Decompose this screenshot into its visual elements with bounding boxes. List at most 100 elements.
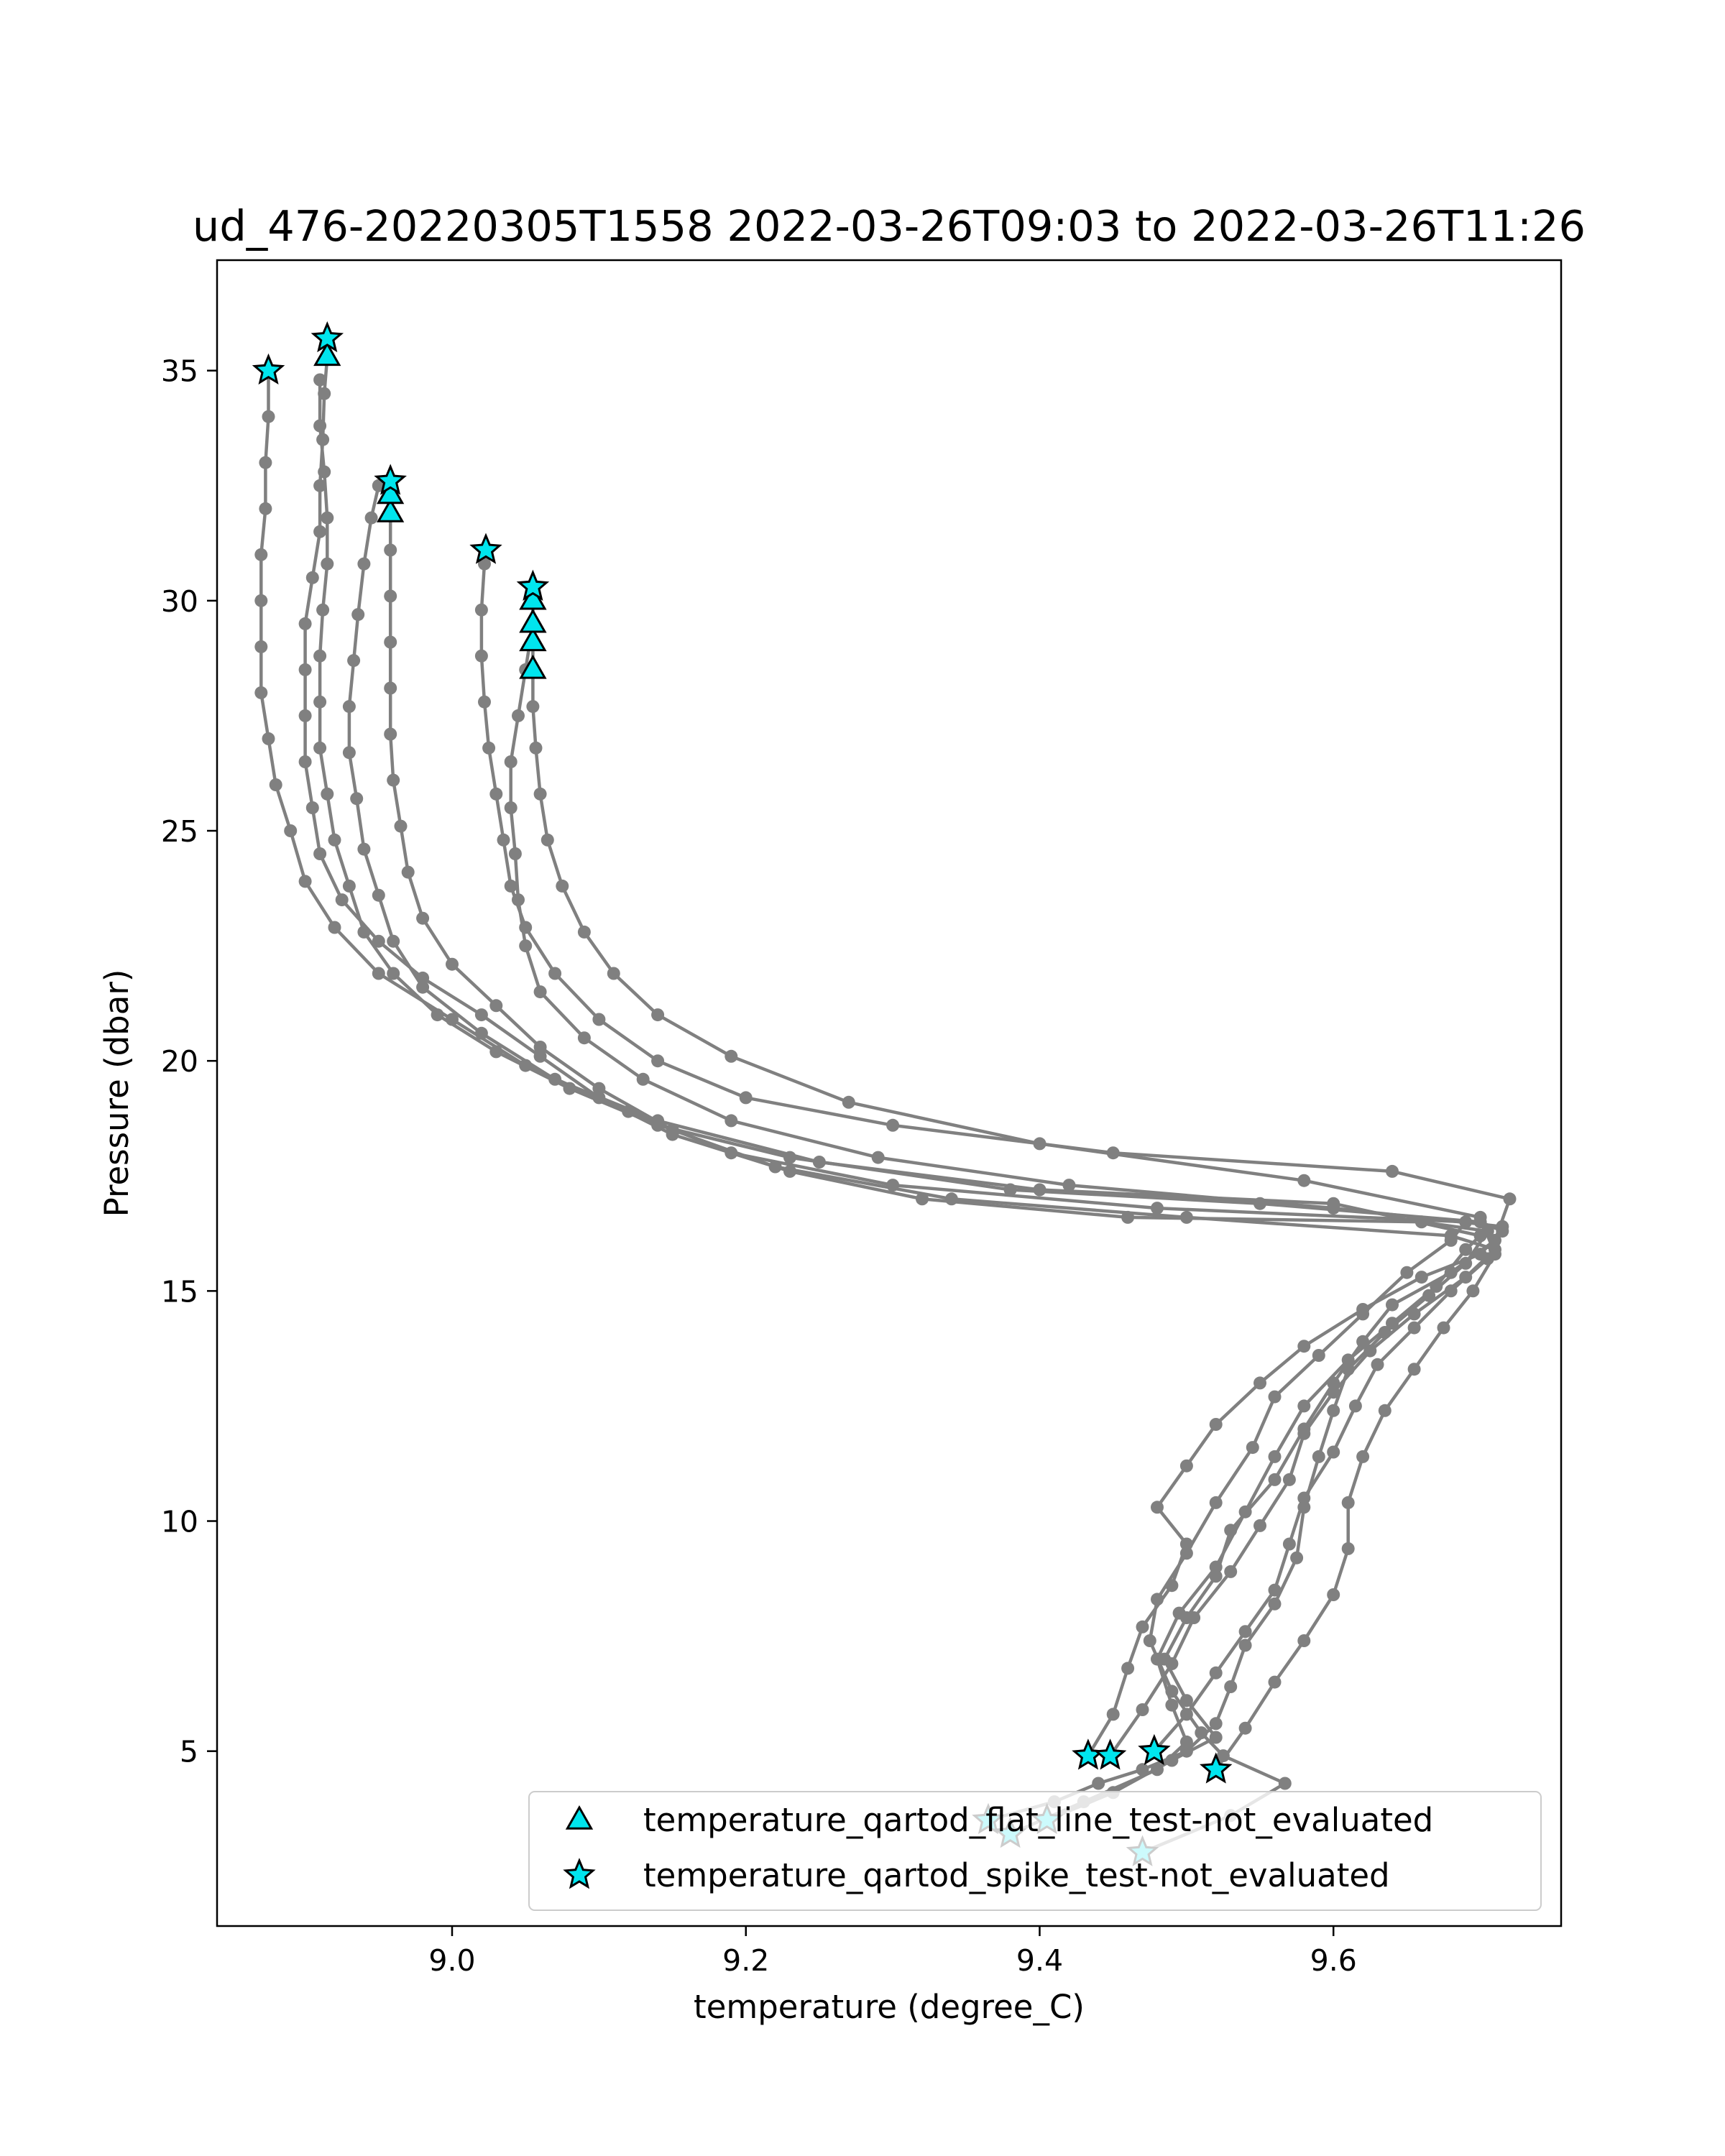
spike-not-evaluated-marker	[516, 569, 550, 601]
data-point	[1297, 1427, 1311, 1440]
data-point	[474, 1008, 488, 1022]
data-point	[592, 1082, 606, 1095]
data-point	[1327, 1386, 1340, 1399]
data-point	[328, 833, 341, 847]
data-point	[1327, 1404, 1340, 1417]
data-point	[1268, 1675, 1282, 1689]
y-tick-label: 35	[161, 354, 198, 389]
profile-line-4	[479, 550, 1512, 1822]
data-point	[1209, 1666, 1223, 1680]
data-point	[1254, 1519, 1266, 1532]
data-point	[1151, 1202, 1164, 1215]
data-point	[321, 511, 334, 525]
data-point	[394, 819, 408, 833]
data-point	[1348, 1399, 1362, 1413]
data-point	[1224, 1524, 1238, 1537]
data-point	[372, 888, 385, 902]
data-point	[1444, 1229, 1458, 1243]
data-point	[298, 875, 312, 888]
data-point	[1444, 1266, 1458, 1279]
data-point	[1363, 1344, 1377, 1358]
legend-triangle-marker	[565, 1805, 594, 1830]
data-point	[1422, 1289, 1436, 1302]
data-point	[1151, 1501, 1164, 1514]
chart-title: ud_476-20220305T1558 2022-03-26T09:03 to…	[193, 201, 1586, 251]
y-tick-label: 10	[161, 1505, 198, 1539]
data-point	[739, 1091, 753, 1105]
data-point	[1297, 1399, 1311, 1413]
data-point	[474, 1026, 488, 1040]
data-point	[254, 548, 268, 561]
flat-line-not-evaluated-marker	[519, 608, 547, 633]
legend-box	[528, 1791, 1542, 1911]
data-point	[1407, 1321, 1421, 1335]
data-point	[318, 465, 331, 479]
data-point	[478, 695, 491, 709]
data-point	[508, 847, 522, 860]
data-point	[768, 1160, 782, 1174]
data-point	[384, 589, 397, 603]
data-point	[1224, 1680, 1238, 1693]
spike-not-evaluated-marker	[374, 464, 407, 495]
data-point	[1209, 1418, 1223, 1431]
data-point	[1327, 1588, 1340, 1601]
data-point	[1165, 1754, 1179, 1767]
data-point	[533, 1041, 547, 1054]
data-point	[1179, 1735, 1193, 1749]
flat-line-not-evaluated-marker	[377, 498, 405, 522]
data-point	[651, 1054, 665, 1068]
data-point	[504, 801, 518, 814]
data-point	[316, 603, 330, 617]
legend-star-marker	[563, 1858, 596, 1889]
data-point	[1356, 1303, 1370, 1316]
y-tick-label: 25	[161, 814, 198, 849]
data-point	[1489, 1248, 1501, 1261]
data-point	[1179, 1210, 1193, 1224]
data-point	[497, 833, 510, 847]
data-point	[556, 879, 569, 893]
flat-line-not-evaluated-marker	[313, 341, 341, 367]
data-point	[1268, 1450, 1282, 1463]
data-point	[1327, 1445, 1340, 1459]
data-point	[1297, 1174, 1311, 1187]
data-point	[259, 456, 272, 469]
data-point	[651, 1008, 665, 1022]
data-point	[1407, 1363, 1421, 1376]
data-point	[886, 1118, 900, 1132]
data-point	[1378, 1404, 1392, 1417]
data-point	[313, 419, 327, 433]
data-point	[305, 801, 319, 814]
data-point	[529, 741, 543, 755]
data-point	[357, 842, 371, 856]
x-tick-label: 9.2	[722, 1943, 769, 1978]
data-point	[446, 957, 459, 971]
data-point	[364, 511, 378, 525]
legend-star-shape	[563, 1858, 596, 1889]
data-point	[1224, 1565, 1238, 1578]
data-point	[254, 686, 268, 699]
spike-not-evaluated-marker	[310, 321, 344, 353]
spike-not-evaluated-marker	[1138, 1733, 1171, 1766]
x-axis-label: temperature (degree_C)	[694, 1988, 1085, 2026]
data-point	[347, 654, 361, 668]
x-tick-label: 9.4	[1016, 1943, 1063, 1978]
profile-line-7	[509, 591, 1504, 1753]
data-point	[1179, 1459, 1193, 1473]
data-point	[482, 741, 496, 755]
data-point	[384, 727, 397, 741]
data-point	[262, 410, 275, 423]
x-tick-label: 9.6	[1310, 1943, 1357, 1978]
data-point	[1297, 1491, 1311, 1505]
data-point	[357, 557, 371, 571]
y-axis-ticks: 5 10 15 20 25 30 35	[161, 354, 217, 1769]
x-tick-label: 9.0	[428, 1943, 475, 1978]
data-point	[512, 893, 525, 907]
data-point	[1209, 1731, 1223, 1744]
data-point	[1268, 1583, 1282, 1597]
data-point	[1341, 1496, 1355, 1509]
y-axis-label: Pressure (dbar)	[98, 969, 136, 1217]
data-point	[1165, 1657, 1179, 1670]
data-point	[351, 608, 365, 622]
data-point	[384, 543, 397, 557]
y-tick-label: 15	[161, 1274, 198, 1309]
